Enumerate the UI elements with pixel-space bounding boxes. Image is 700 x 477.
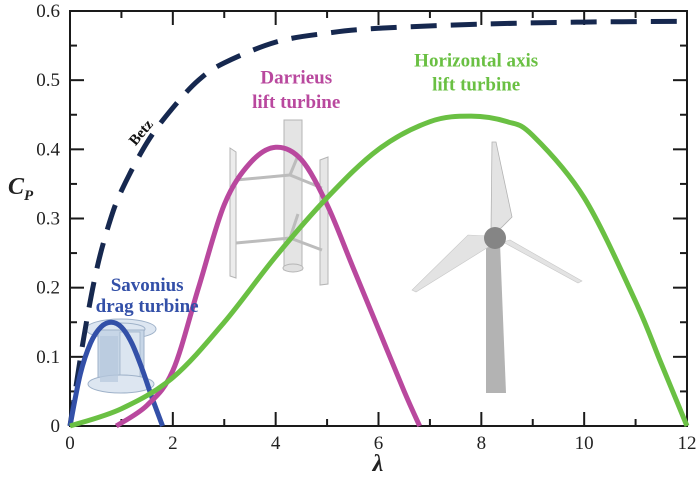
savonius-turbine-drawing <box>85 318 157 394</box>
axis-tick-labels: 0 2 4 6 8 10 12 0 0.1 0.2 0.3 0.4 0.5 0.6 <box>36 1 696 454</box>
series-betz <box>67 18 688 427</box>
curves <box>67 18 690 429</box>
annotation-lift-turbine: lift turbine <box>432 75 520 96</box>
x-tick-label: 12 <box>678 433 697 454</box>
annotation-drag-turbine: drag turbine <box>96 296 199 317</box>
annotation-savonius: Savonius <box>111 275 184 296</box>
x-tick-label: 6 <box>374 433 384 454</box>
y-tick-label: 0.3 <box>36 209 60 230</box>
y-axis-title-sub: P <box>24 188 34 204</box>
x-tick-label: 4 <box>271 433 281 454</box>
y-axis-title-main: C <box>8 174 25 200</box>
annotation-horizontal-axis: Horizontal axis <box>414 50 538 71</box>
y-axis-title: CP <box>8 174 34 204</box>
y-tick-label: 0.2 <box>36 278 60 299</box>
y-tick-label: 0.6 <box>36 1 60 22</box>
horizontal-axis-wind-turbine-drawing <box>411 141 583 393</box>
y-tick-label: 0.4 <box>36 139 60 160</box>
svg-text:CP: CP <box>8 174 34 204</box>
annotation-lift-turbine: lift turbine <box>252 92 340 113</box>
y-tick-label: 0 <box>51 416 61 437</box>
x-tick-label: 10 <box>575 433 594 454</box>
illustrations <box>85 119 583 394</box>
x-axis-title: λ <box>372 451 384 477</box>
x-tick-label: 8 <box>477 433 487 454</box>
x-tick-label: 2 <box>168 433 178 454</box>
x-tick-label: 0 <box>65 433 75 454</box>
series-savonius-drag-turbine <box>67 319 165 427</box>
series-darrieus-lift-turbine <box>114 144 422 429</box>
annotation-darrieus: Darrieus <box>260 68 332 89</box>
y-tick-label: 0.1 <box>36 347 60 368</box>
y-tick-label: 0.5 <box>36 70 60 91</box>
annotation-betz: Betz <box>126 117 157 149</box>
series-horizontal-axis-lift-turbine <box>69 113 690 429</box>
